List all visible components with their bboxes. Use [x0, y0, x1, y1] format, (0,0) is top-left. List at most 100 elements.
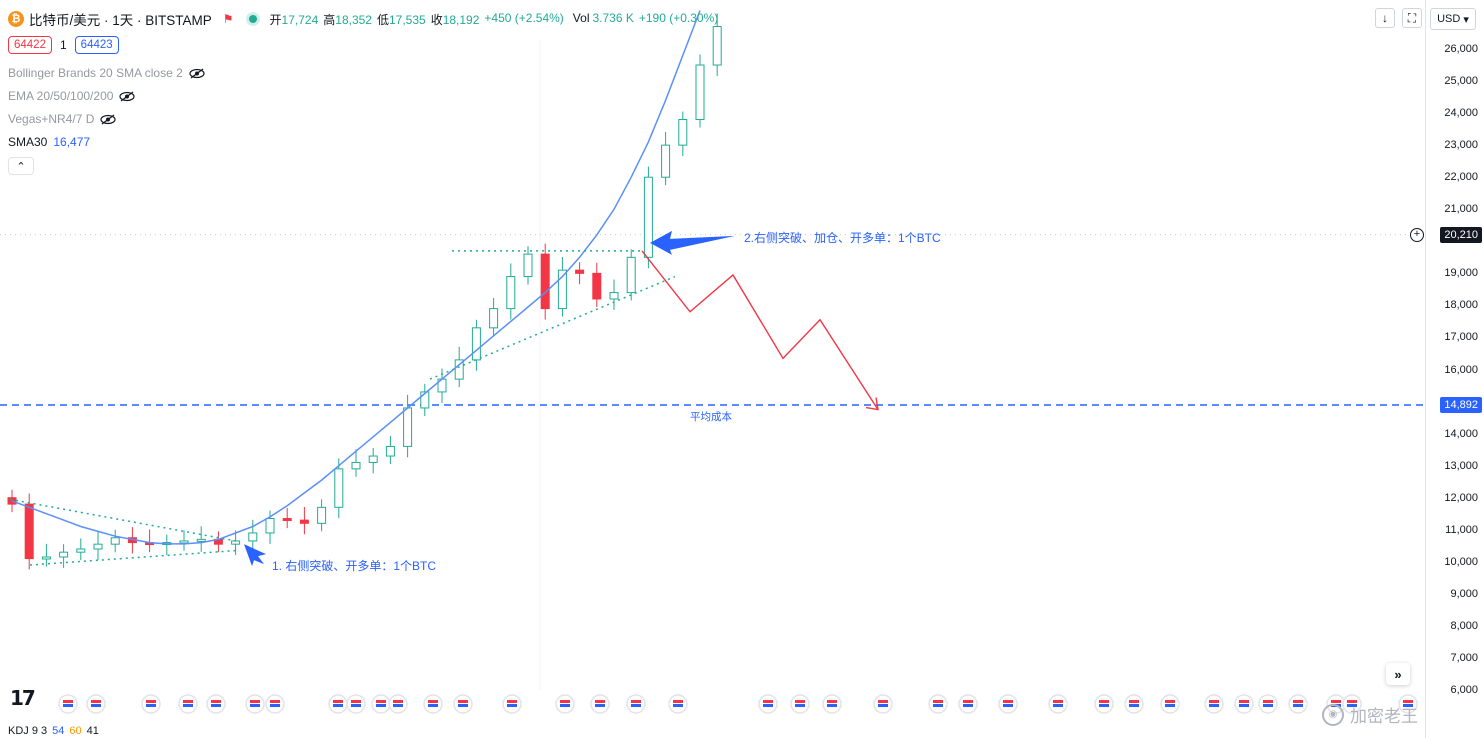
indicator-sma[interactable]: SMA30 16,477 [8, 135, 90, 149]
candle-body [557, 269, 567, 310]
chart-header: ₿ 比特币/美元 · 1天 · BITSTAMP ⚑ 开17,724 高18,3… [8, 9, 718, 29]
price-chart[interactable] [0, 0, 1425, 738]
candle-body [76, 548, 86, 553]
current-price-tag: 20,210 [1440, 226, 1482, 243]
candle-body [351, 461, 361, 470]
event-flag-stripe [795, 700, 805, 703]
event-flag-stripe [1347, 704, 1357, 707]
price-tick: 17,000 [1444, 331, 1478, 344]
price-tick: 12,000 [1444, 491, 1478, 504]
price-tick: 7,000 [1450, 651, 1478, 664]
event-flag-stripe [333, 700, 343, 703]
event-flag-stripe [1165, 700, 1175, 703]
price-tick: 18,000 [1444, 299, 1478, 312]
candle-body [712, 26, 722, 66]
chart-pane[interactable]: ₿ 比特币/美元 · 1天 · BITSTAMP ⚑ 开17,724 高18,3… [0, 0, 1425, 738]
event-flag-stripe [146, 700, 156, 703]
event-flag-stripe [763, 700, 773, 703]
annotation-entry-2: 2.右侧突破、加仓、开多单：1个BTC [744, 231, 941, 245]
event-flag-stripe [1293, 700, 1303, 703]
candle-body [643, 176, 653, 258]
event-flag-stripe [428, 704, 438, 707]
event-flag-stripe [1239, 704, 1249, 707]
projection-arrowhead [865, 397, 879, 411]
tradingview-logo[interactable]: 17 [10, 686, 36, 710]
event-flag-stripe [1403, 700, 1413, 703]
event-flag-stripe [211, 704, 221, 707]
event-flag-stripe [91, 704, 101, 707]
event-flag-stripe [878, 704, 888, 707]
candle-body [575, 269, 585, 274]
avg-cost-label: 平均成本 [690, 411, 732, 423]
event-flag-stripe [458, 704, 468, 707]
event-flag-stripe [333, 704, 343, 707]
kdj-legend[interactable]: KDJ 9 3 54 60 41 [8, 725, 99, 737]
currency-select[interactable]: USD ▾ [1430, 8, 1476, 30]
symbol-title[interactable]: 比特币/美元 · 1天 · BITSTAMP [29, 13, 212, 28]
candle-body [678, 119, 688, 146]
candle-body [523, 253, 533, 278]
event-flag-stripe [1053, 700, 1063, 703]
ohlc-values: 开17,724 高18,352 低17,535 收18,192 +450 (+2… [270, 11, 719, 28]
price-tick: 6,000 [1450, 684, 1478, 696]
currency-label: USD [1437, 13, 1461, 25]
event-flag-stripe [933, 704, 943, 707]
eye-hidden-icon[interactable] [100, 114, 116, 125]
ohlc-low: 低17,535 [376, 12, 426, 27]
chevron-down-icon: ▾ [1463, 13, 1469, 26]
candle-body [420, 391, 430, 409]
event-flag-stripe [376, 704, 386, 707]
event-flag-stripe [507, 700, 517, 703]
sell-price-button[interactable]: 64422 [8, 36, 52, 54]
event-flag-stripe [1209, 704, 1219, 707]
event-flag-stripe [270, 700, 280, 703]
quote-row: 64422 1 64423 [8, 36, 119, 54]
price-tick: 14,000 [1444, 427, 1478, 440]
candle-body [489, 308, 499, 329]
event-flag-stripe [250, 700, 260, 703]
event-flag-stripe [631, 700, 641, 703]
event-flag-stripe [1003, 700, 1013, 703]
candle-body [454, 359, 464, 380]
candle-body [24, 503, 34, 560]
flag-icon[interactable]: ⚑ [222, 12, 234, 26]
event-flag-stripe [1263, 700, 1273, 703]
event-flag-stripe [1403, 704, 1413, 707]
price-axis[interactable]: 26,000 25,000 24,000 23,000 22,000 21,000 19,0… [1410, 0, 1484, 738]
indicator-ema[interactable]: EMA 20/50/100/200 [8, 89, 136, 103]
event-flag-stripe [933, 700, 943, 703]
price-tick: 26,000 [1444, 43, 1478, 55]
buy-price-button[interactable]: 64423 [74, 36, 119, 54]
fullscreen-button[interactable]: ⛶ [1402, 8, 1422, 28]
event-flag-stripe [595, 700, 605, 703]
download-button[interactable]: ↓ [1375, 8, 1395, 28]
event-flag-stripe [827, 700, 837, 703]
eye-hidden-icon[interactable] [119, 91, 136, 102]
event-flag-stripe [1239, 700, 1249, 703]
trendline-lower [29, 549, 237, 566]
event-flag-stripe [595, 704, 605, 707]
indicator-bollinger[interactable]: Bollinger Brands 20 SMA close 2 [8, 66, 205, 80]
event-flag-stripe [1263, 704, 1273, 707]
candle-body [196, 538, 206, 542]
candle-body [317, 506, 327, 524]
event-flag-stripe [211, 700, 221, 703]
indicator-vegas[interactable]: Vegas+NR4/7 D [8, 112, 116, 126]
price-tick: 13,000 [1444, 459, 1478, 472]
event-flag-stripe [351, 700, 361, 703]
event-flag-stripe [631, 704, 641, 707]
ohlc-close: 收18,192 [430, 12, 480, 27]
indicator-vegas-label: Vegas+NR4/7 D [8, 112, 95, 126]
price-tick: 23,000 [1444, 139, 1478, 152]
indicator-ema-label: EMA 20/50/100/200 [8, 89, 114, 103]
event-flag-stripe [428, 700, 438, 703]
candle-body [506, 276, 516, 310]
add-alert-icon[interactable]: + [1410, 227, 1424, 242]
eye-hidden-icon[interactable] [189, 68, 205, 79]
event-flag-stripe [1165, 704, 1175, 707]
collapse-indicators-button[interactable]: ⌃ [8, 157, 34, 175]
projection-path [641, 250, 879, 410]
scroll-to-realtime-button[interactable]: » [1386, 663, 1410, 685]
avg-cost-tag: 14,892 [1440, 397, 1482, 413]
indicator-bollinger-label: Bollinger Brands 20 SMA close 2 [8, 66, 183, 80]
